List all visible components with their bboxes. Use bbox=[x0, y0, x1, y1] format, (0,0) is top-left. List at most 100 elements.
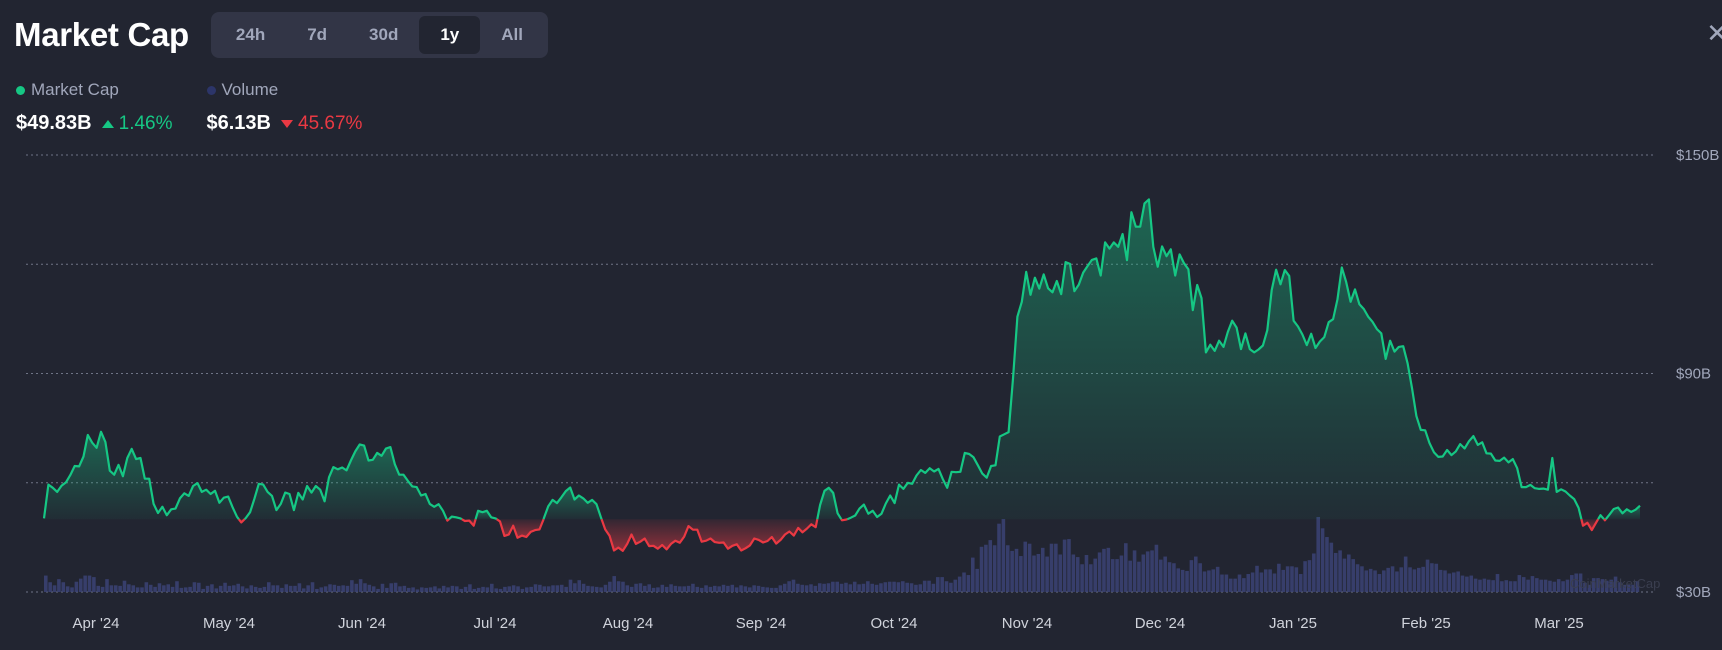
legend-market-cap[interactable]: Market Cap $49.83B 1.46% bbox=[16, 80, 173, 135]
volume-bar bbox=[1635, 581, 1640, 592]
volume-bar bbox=[450, 585, 455, 592]
volume-bar bbox=[1316, 517, 1320, 592]
volume-bar bbox=[796, 583, 800, 592]
volume-bar bbox=[227, 585, 232, 592]
volume-bar bbox=[358, 579, 363, 592]
tab-1y[interactable]: 1y bbox=[419, 16, 481, 54]
x-tick-label: Jan '25 bbox=[1269, 615, 1317, 632]
volume-bar bbox=[1465, 576, 1469, 592]
area-above-baseline bbox=[44, 431, 239, 520]
volume-bar bbox=[1552, 581, 1557, 592]
volume-bar bbox=[516, 586, 520, 592]
volume-bar bbox=[1456, 571, 1460, 592]
y-axis: $150B $90B $30B bbox=[1676, 147, 1719, 601]
volume-bar bbox=[61, 582, 66, 592]
line-segment-up bbox=[243, 443, 448, 520]
tab-30d[interactable]: 30d bbox=[369, 25, 399, 44]
legend-volume-label-row: Volume bbox=[206, 80, 363, 100]
y-tick-label: $150B bbox=[1676, 147, 1719, 164]
y-tick-label: $90B bbox=[1676, 366, 1711, 383]
volume-bar bbox=[65, 586, 70, 592]
x-tick-label: Mar '25 bbox=[1534, 615, 1584, 632]
volume-bar bbox=[127, 584, 131, 592]
volume-bar bbox=[1438, 569, 1443, 592]
volume-bar bbox=[1294, 567, 1299, 592]
volume-bar bbox=[678, 586, 682, 592]
volume-bar bbox=[979, 546, 984, 592]
volume-bar bbox=[997, 523, 1001, 592]
area-above-baseline bbox=[475, 510, 497, 520]
volume-bar bbox=[769, 587, 774, 592]
volume-bar bbox=[957, 576, 962, 592]
volume-bar bbox=[236, 583, 240, 592]
volume-bar bbox=[481, 586, 485, 592]
volume-bar bbox=[1040, 547, 1045, 592]
volume-bar bbox=[328, 584, 332, 592]
volume-bar bbox=[529, 586, 533, 592]
volume-bar bbox=[57, 579, 61, 592]
volume-bar bbox=[118, 585, 122, 592]
volume-bar bbox=[546, 586, 551, 592]
volume-bar bbox=[433, 586, 437, 592]
volume-bar bbox=[664, 586, 669, 592]
volume-bar bbox=[1128, 560, 1132, 592]
legend-volume[interactable]: Volume $6.13B 45.67% bbox=[206, 80, 363, 135]
volume-bar bbox=[1403, 556, 1408, 592]
volume-bar bbox=[1215, 566, 1220, 592]
volume-bar bbox=[1067, 539, 1071, 592]
volume-bar bbox=[1631, 584, 1635, 592]
volume-bar bbox=[883, 582, 888, 592]
volume-change-value: 45.67% bbox=[298, 112, 363, 134]
volume-bar bbox=[848, 584, 853, 592]
volume-bar bbox=[476, 587, 481, 592]
volume-bar bbox=[415, 589, 420, 592]
volume-bar bbox=[1570, 575, 1574, 592]
volume-bar bbox=[153, 586, 157, 592]
volume-bar bbox=[747, 587, 752, 592]
volume-bar bbox=[162, 585, 166, 592]
volume-bar bbox=[1145, 551, 1150, 592]
tab-all[interactable]: All bbox=[501, 25, 523, 44]
tab-24h[interactable]: 24h bbox=[235, 25, 266, 44]
volume-bar bbox=[92, 577, 96, 592]
volume-bar bbox=[573, 583, 577, 592]
volume-bar bbox=[1312, 553, 1316, 592]
volume-bar bbox=[1159, 559, 1163, 592]
line-segment-down bbox=[600, 518, 819, 552]
volume-bar bbox=[345, 585, 350, 592]
volume-bar bbox=[310, 582, 315, 592]
volume-bar bbox=[441, 585, 446, 592]
volume-bar bbox=[332, 584, 337, 592]
volume-bar bbox=[428, 587, 433, 592]
tab-7d[interactable]: 7d bbox=[307, 25, 328, 44]
volume-bar bbox=[315, 588, 319, 592]
grid-lines bbox=[26, 154, 1655, 593]
volume-bar bbox=[424, 587, 428, 592]
volume-bar bbox=[319, 587, 324, 592]
area-fill bbox=[44, 199, 1640, 551]
volume-bar bbox=[577, 580, 582, 592]
x-axis: Apr '24 May '24 Jun '24 Jul '24 Aug '24 Sep '… bbox=[72, 615, 1583, 632]
volume-bar bbox=[984, 544, 988, 592]
volume-bar bbox=[1019, 556, 1023, 592]
volume-bar bbox=[638, 583, 643, 592]
volume-bar bbox=[1102, 548, 1106, 592]
volume-bar bbox=[1382, 570, 1386, 592]
volume-bar bbox=[1460, 575, 1465, 592]
close-icon[interactable]: ✕ bbox=[1706, 18, 1722, 48]
volume-bar bbox=[1535, 578, 1539, 592]
volume-bar bbox=[1010, 550, 1014, 592]
volume-bar bbox=[1303, 561, 1307, 592]
volume-bar bbox=[1364, 570, 1369, 592]
volume-bar bbox=[581, 583, 586, 592]
volume-bar bbox=[83, 575, 87, 592]
volume-bar bbox=[1618, 582, 1622, 592]
volume-bar bbox=[1281, 569, 1286, 592]
volume-bar bbox=[1193, 556, 1198, 592]
volume-bar bbox=[1583, 582, 1587, 592]
volume-bar bbox=[1097, 552, 1102, 592]
volume-bar bbox=[376, 588, 380, 592]
volume-bar bbox=[1386, 567, 1390, 592]
volume-bar bbox=[1526, 579, 1530, 592]
